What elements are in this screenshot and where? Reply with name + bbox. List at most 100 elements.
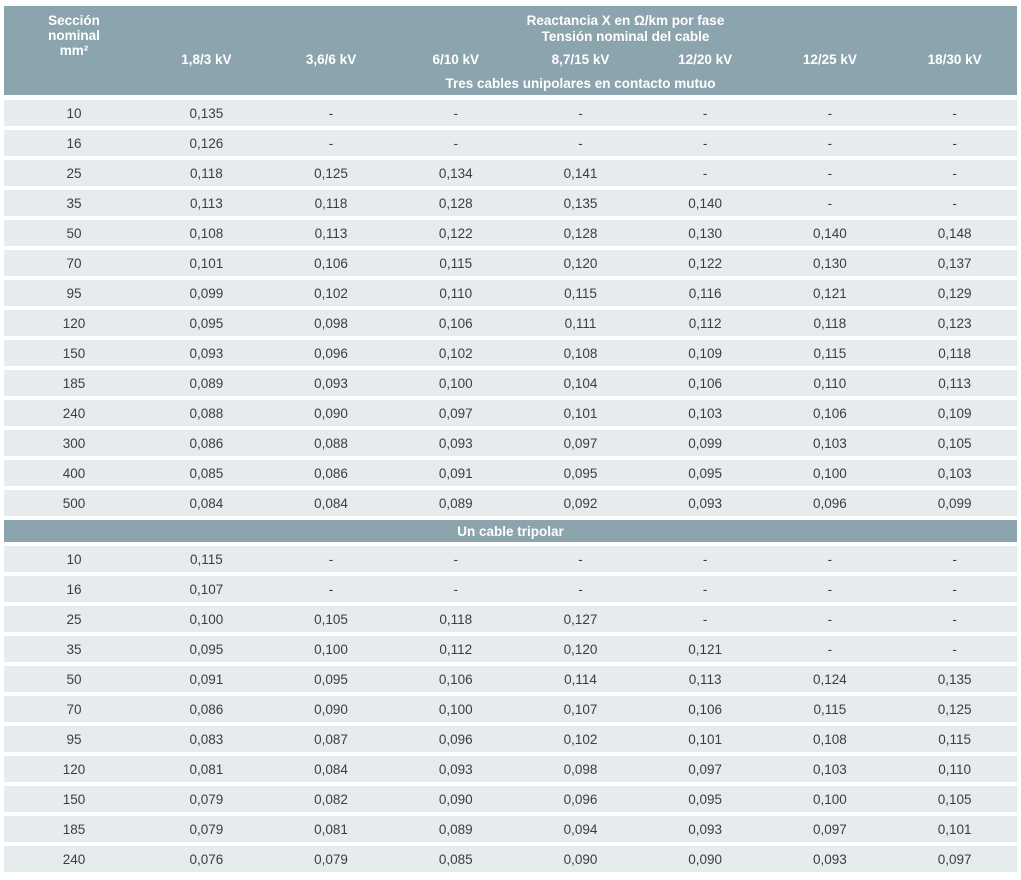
- seccion-nominal-cell: 50: [4, 664, 144, 696]
- reactance-value-cell: 0,148: [892, 218, 1017, 250]
- table-row: 150 0,093 0,096 0,102 0,108 0,109 0,115 0,118: [4, 338, 1017, 370]
- reactance-value-cell: 0,093: [642, 488, 768, 520]
- reactance-value-cell: 0,114: [518, 664, 643, 696]
- table-row: 120 0,095 0,098 0,106 0,111 0,112 0,118 0,123: [4, 308, 1017, 340]
- table-row: 25 0,118 0,125 0,134 0,141- - -: [4, 158, 1017, 190]
- section-header-title: Un cable tripolar: [4, 518, 1017, 546]
- reactance-value-cell: 0,103: [767, 428, 893, 460]
- reactance-value-cell: 0,105: [892, 784, 1017, 816]
- seccion-nominal-cell: 25: [4, 158, 144, 190]
- reactance-value-cell: 0,118: [268, 188, 394, 220]
- reactance-value-cell: 0,112: [642, 308, 768, 340]
- reactance-value-cell: 0,115: [767, 338, 893, 370]
- reactance-value-cell: -: [767, 634, 893, 666]
- reactance-value-cell: -: [767, 97, 893, 130]
- reactance-value-cell: 0,140: [767, 218, 893, 250]
- reactance-value-cell: 0,091: [393, 458, 519, 490]
- reactance-value-cell: 0,121: [642, 634, 768, 666]
- reactance-value-cell: 0,118: [767, 308, 893, 340]
- seccion-nominal-cell: 10: [4, 97, 144, 130]
- reactance-value-cell: -: [268, 544, 394, 576]
- reactance-value-cell: 0,123: [892, 308, 1017, 340]
- reactance-value-cell: 0,125: [268, 158, 394, 190]
- table-title: Reactancia X en Ω/km por fase: [526, 13, 725, 28]
- reactance-value-cell: 0,121: [767, 278, 893, 310]
- reactance-value-cell: -: [892, 574, 1017, 606]
- reactance-value-cell: 0,099: [642, 428, 768, 460]
- reactance-value-cell: 0,115: [767, 694, 893, 726]
- reactance-value-cell: 0,107: [144, 574, 269, 606]
- reactance-value-cell: 0,103: [892, 458, 1017, 490]
- reactance-value-cell: 0,097: [393, 398, 519, 430]
- reactance-value-cell: -: [518, 128, 643, 160]
- reactance-value-cell: -: [767, 128, 893, 160]
- col1-line-1: Sección: [48, 13, 100, 28]
- reactance-value-cell: 0,112: [393, 634, 519, 666]
- reactance-value-cell: 0,124: [767, 664, 893, 696]
- table-row: 10 0,135- - - - - -: [4, 97, 1017, 130]
- seccion-nominal-cell: 120: [4, 754, 144, 786]
- reactance-value-cell: 0,087: [268, 724, 394, 756]
- reactance-value-cell: 0,115: [393, 248, 519, 280]
- reactance-value-cell: 0,141: [518, 158, 643, 190]
- reactance-value-cell: 0,106: [642, 368, 768, 400]
- seccion-nominal-cell: 95: [4, 724, 144, 756]
- column-header-voltage-3: 6/10 kV: [393, 45, 519, 71]
- reactance-value-cell: 0,104: [518, 368, 643, 400]
- reactance-value-cell: 0,079: [268, 844, 394, 876]
- reactance-value-cell: 0,106: [393, 664, 519, 696]
- reactance-value-cell: 0,115: [144, 544, 269, 576]
- reactance-value-cell: 0,118: [393, 604, 519, 636]
- reactance-value-cell: 0,130: [767, 248, 893, 280]
- reactance-value-cell: -: [393, 544, 519, 576]
- reactance-value-cell: -: [892, 97, 1017, 130]
- reactance-value-cell: -: [892, 188, 1017, 220]
- reactance-value-cell: 0,102: [393, 338, 519, 370]
- table-row: 120 0,081 0,084 0,093 0,098 0,097 0,103 0,110: [4, 754, 1017, 786]
- reactance-value-cell: 0,093: [393, 428, 519, 460]
- reactance-value-cell: 0,095: [144, 634, 269, 666]
- section-header-spacer: [4, 71, 144, 100]
- reactance-value-cell: 0,101: [144, 248, 269, 280]
- reactance-value-cell: -: [892, 128, 1017, 160]
- seccion-nominal-cell: 35: [4, 188, 144, 220]
- seccion-nominal-cell: 70: [4, 694, 144, 726]
- reactance-value-cell: 0,135: [518, 188, 643, 220]
- reactance-value-cell: 0,129: [892, 278, 1017, 310]
- reactance-value-cell: 0,137: [892, 248, 1017, 280]
- reactance-value-cell: 0,089: [144, 368, 269, 400]
- reactance-value-cell: 0,102: [518, 724, 643, 756]
- reactance-value-cell: 0,090: [518, 844, 643, 876]
- reactance-value-cell: -: [767, 604, 893, 636]
- reactance-value-cell: 0,122: [642, 248, 768, 280]
- reactance-value-cell: 0,089: [393, 814, 519, 846]
- table-subtitle: Tensión nominal del cable: [541, 29, 710, 44]
- reactance-value-cell: 0,106: [642, 694, 768, 726]
- reactance-value-cell: -: [518, 574, 643, 606]
- reactance-value-cell: 0,093: [393, 754, 519, 786]
- column-header-voltage-6: 12/25 kV: [767, 45, 893, 71]
- column-header-voltage-7: 18/30 kV: [892, 45, 1017, 71]
- reactance-value-cell: 0,102: [268, 278, 394, 310]
- reactance-value-cell: 0,109: [642, 338, 768, 370]
- table-row: 95 0,099 0,102 0,110 0,115 0,116 0,121 0,129: [4, 278, 1017, 310]
- reactance-value-cell: 0,100: [144, 604, 269, 636]
- reactance-value-cell: 0,090: [268, 398, 394, 430]
- reactance-value-cell: 0,103: [642, 398, 768, 430]
- reactance-value-cell: 0,090: [268, 694, 394, 726]
- table-title-block: Reactancia X en Ω/km por fase Tensión no…: [144, 6, 1017, 45]
- column-header-voltage-1: 1,8/3 kV: [144, 45, 269, 71]
- reactance-value-cell: 0,110: [767, 368, 893, 400]
- seccion-nominal-cell: 70: [4, 248, 144, 280]
- reactance-value-cell: 0,113: [144, 188, 269, 220]
- reactance-value-cell: 0,101: [642, 724, 768, 756]
- reactance-value-cell: 0,106: [393, 308, 519, 340]
- seccion-nominal-cell: 185: [4, 368, 144, 400]
- voltage-header-row: 1,8/3 kV 3,6/6 kV 6/10 kV 8,7/15 kV 12/2…: [4, 45, 1017, 71]
- table-row: 35 0,095 0,100 0,112 0,120 0,121- -: [4, 634, 1017, 666]
- seccion-nominal-cell: 240: [4, 844, 144, 876]
- reactance-value-cell: -: [767, 158, 893, 190]
- reactance-value-cell: 0,084: [268, 754, 394, 786]
- reactance-value-cell: -: [892, 604, 1017, 636]
